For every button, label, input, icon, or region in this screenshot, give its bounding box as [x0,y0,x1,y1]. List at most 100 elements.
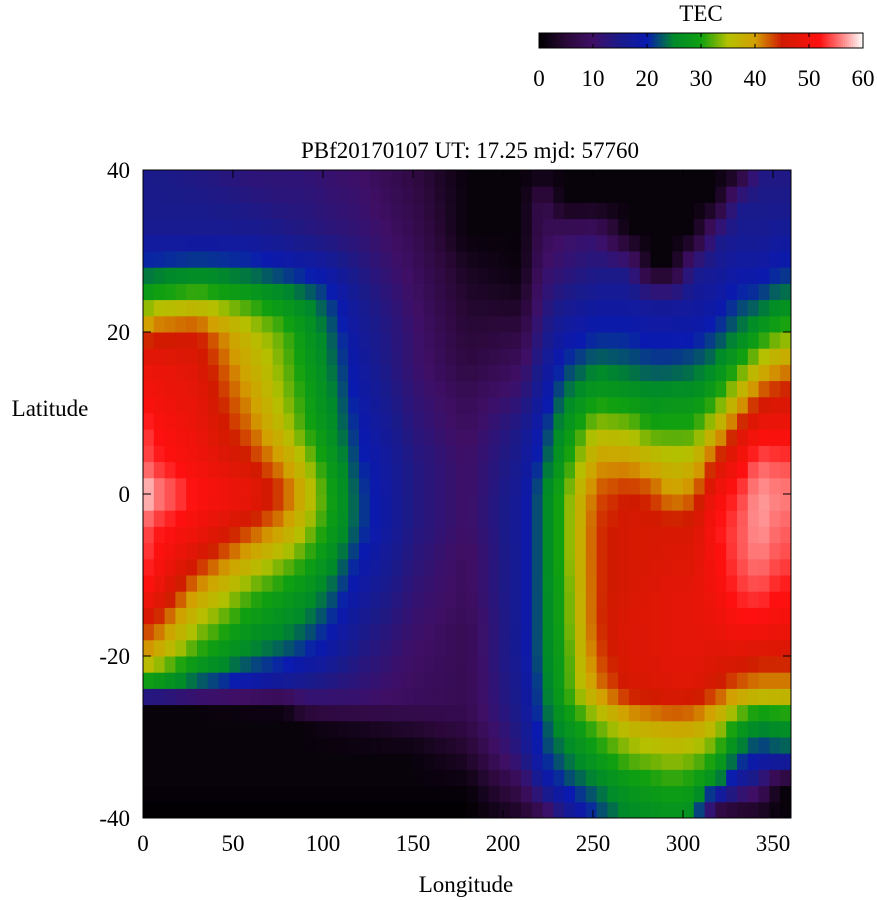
heatmap-cell [726,348,738,365]
heatmap-cell [758,801,770,819]
heatmap-cell [197,477,209,495]
heatmap-cell [337,332,349,349]
heatmap-cell [477,364,490,382]
heatmap-cell [704,315,716,333]
heatmap-cell [380,299,392,317]
heatmap-cell [153,234,166,252]
heatmap-cell [715,575,727,592]
heatmap-cell [143,801,155,819]
heatmap-cell [758,251,770,268]
heatmap-cell [315,672,328,689]
heatmap-cell [369,575,382,592]
heatmap-cell [585,348,598,365]
heatmap-cell [499,526,511,544]
heatmap-cell [251,510,263,527]
colorbar-segment [565,33,568,48]
heatmap-cell [391,656,403,673]
heatmap-cell [726,364,738,382]
heatmap-cell [315,477,328,495]
heatmap-cell [294,558,306,576]
heatmap-cell [359,785,371,803]
heatmap-cell [672,364,684,382]
heatmap-cell [380,753,392,770]
heatmap-cell [337,299,349,317]
heatmap-cell [672,380,684,398]
heatmap-cell [207,575,220,592]
heatmap-cell [780,445,792,463]
heatmap-cell [499,251,511,268]
heatmap-cell [434,234,446,252]
heatmap-cell [434,510,446,527]
heatmap-cell [737,720,749,738]
heatmap-cell [229,170,241,187]
heatmap-cell [164,186,176,203]
heatmap-cell [380,623,392,641]
heatmap-cell [467,672,479,689]
heatmap-cell [629,267,641,284]
heatmap-cell [434,558,446,576]
heatmap-cell [143,202,155,220]
heatmap-cell [488,720,500,738]
colorbar-segment [681,33,684,48]
heatmap-cell [683,218,695,236]
heatmap-cell [294,477,306,495]
heatmap-cell [186,785,198,803]
x-tick-label: 350 [756,831,791,856]
heatmap-cell [197,575,209,592]
heatmap-cell [477,477,490,495]
heatmap-cell [467,396,479,414]
heatmap-cell [661,801,673,819]
heatmap-cell [737,396,749,414]
heatmap-cell [456,591,468,608]
heatmap-cell [315,510,328,527]
heatmap-cell [715,445,727,463]
heatmap-cell [661,202,673,220]
heatmap-cell [618,656,630,673]
heatmap-cell [143,542,155,560]
heatmap-cell [413,607,425,625]
colorbar-segment [685,33,688,48]
heatmap-cell [359,494,371,511]
heatmap-cell [575,526,587,544]
heatmap-cell [186,315,198,333]
heatmap-cell [305,656,317,673]
heatmap-cell [521,461,533,479]
heatmap-cell [564,332,576,349]
heatmap-cell [283,461,295,479]
heatmap-cell [467,785,479,803]
heatmap-cell [693,283,706,301]
heatmap-cell [639,413,652,430]
heatmap-cell [294,623,306,641]
heatmap-cell [229,542,241,560]
heatmap-cell [337,413,349,430]
heatmap-cell [380,283,392,301]
heatmap-cell [380,396,392,414]
heatmap-cell [639,623,652,641]
heatmap-cell [445,251,457,268]
heatmap-cell [661,704,673,722]
heatmap-cell [305,591,317,608]
heatmap-cell [315,591,328,608]
colorbar-segment [643,33,646,48]
heatmap-cell [704,785,716,803]
colorbar-segment [609,33,612,48]
heatmap-cell [726,591,738,608]
heatmap-cell [186,623,198,641]
colorbar-tick-label: 20 [636,66,659,91]
heatmap-cell [456,315,468,333]
heatmap-cell [618,218,630,236]
heatmap-cell [510,785,522,803]
heatmap-cell [726,769,738,787]
heatmap-cell [683,494,695,511]
heatmap-cell [423,510,436,527]
heatmap-cell [596,315,608,333]
heatmap-cell [186,299,198,317]
heatmap-cell [499,380,511,398]
heatmap-cell [521,332,533,349]
heatmap-cell [272,688,284,706]
heatmap-cell [575,202,587,220]
heatmap-cell [672,542,684,560]
heatmap-cell [488,737,500,754]
heatmap-cell [207,234,220,252]
heatmap-cell [596,639,608,657]
